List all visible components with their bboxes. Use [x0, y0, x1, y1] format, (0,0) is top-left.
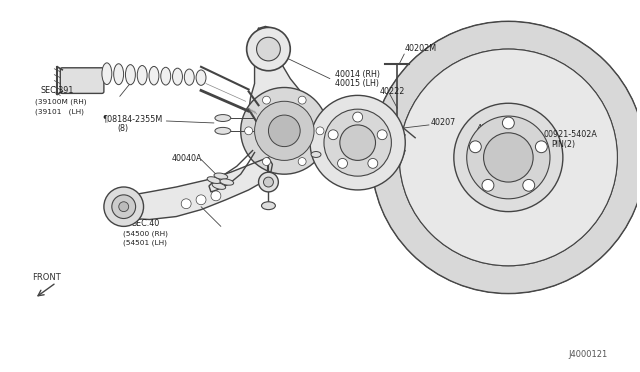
FancyBboxPatch shape [60, 68, 104, 93]
Circle shape [241, 87, 328, 174]
Circle shape [298, 158, 306, 166]
Circle shape [368, 158, 378, 168]
Circle shape [502, 117, 515, 129]
Circle shape [262, 96, 271, 104]
Circle shape [353, 112, 363, 122]
Ellipse shape [212, 183, 226, 189]
Text: (54500 (RH): (54500 (RH) [123, 230, 168, 237]
Text: FRONT: FRONT [32, 273, 61, 282]
Text: 40040A: 40040A [172, 154, 202, 163]
Circle shape [211, 191, 221, 201]
Ellipse shape [220, 179, 234, 185]
Ellipse shape [214, 173, 228, 179]
Circle shape [298, 96, 306, 104]
Text: PIN(2): PIN(2) [551, 140, 575, 149]
Text: ¶08184-2355M: ¶08184-2355M [102, 115, 162, 124]
Circle shape [257, 37, 280, 61]
Text: (54501 (LH): (54501 (LH) [123, 240, 167, 246]
Circle shape [482, 179, 494, 191]
Circle shape [262, 158, 271, 166]
Text: 40222: 40222 [380, 87, 405, 96]
Circle shape [454, 103, 563, 212]
Circle shape [536, 141, 547, 153]
Circle shape [316, 127, 324, 135]
Circle shape [310, 95, 405, 190]
Polygon shape [115, 157, 273, 219]
Ellipse shape [184, 69, 194, 85]
Circle shape [467, 116, 550, 199]
Circle shape [264, 177, 273, 187]
Text: 40015 (LH): 40015 (LH) [335, 79, 379, 88]
Ellipse shape [114, 64, 124, 85]
Ellipse shape [125, 65, 136, 85]
Circle shape [196, 195, 206, 205]
Circle shape [268, 115, 300, 147]
Ellipse shape [102, 63, 112, 84]
Circle shape [119, 202, 129, 212]
Ellipse shape [173, 68, 182, 85]
Circle shape [328, 130, 338, 140]
Wedge shape [372, 22, 640, 294]
Ellipse shape [149, 67, 159, 85]
Circle shape [337, 158, 348, 168]
Text: 40040B: 40040B [326, 139, 356, 148]
Circle shape [112, 195, 136, 218]
Ellipse shape [215, 115, 231, 122]
Text: 40266: 40266 [488, 150, 514, 159]
Circle shape [372, 22, 640, 294]
Circle shape [181, 199, 191, 209]
Text: SEC.40: SEC.40 [132, 219, 160, 228]
Text: 00921-5402A: 00921-5402A [543, 130, 597, 139]
Text: 40262: 40262 [477, 124, 502, 134]
Ellipse shape [196, 70, 206, 85]
Circle shape [255, 101, 314, 160]
Text: 40207: 40207 [431, 118, 456, 128]
Text: (39101   (LH): (39101 (LH) [35, 109, 84, 115]
Circle shape [259, 172, 278, 192]
Text: SEC.391: SEC.391 [40, 86, 74, 95]
Circle shape [104, 187, 143, 227]
Ellipse shape [311, 151, 321, 157]
Text: 40014 (RH): 40014 (RH) [335, 70, 380, 79]
Ellipse shape [137, 65, 147, 85]
Circle shape [244, 127, 253, 135]
Circle shape [399, 49, 618, 266]
Ellipse shape [161, 67, 171, 85]
Circle shape [340, 125, 376, 160]
Circle shape [523, 179, 534, 191]
Text: J4000121: J4000121 [568, 350, 607, 359]
Circle shape [246, 28, 291, 71]
Text: (8): (8) [118, 124, 129, 134]
Ellipse shape [215, 127, 231, 134]
Text: (39100M (RH): (39100M (RH) [35, 98, 87, 105]
Circle shape [484, 133, 533, 182]
Polygon shape [248, 26, 318, 157]
Circle shape [324, 109, 392, 176]
Ellipse shape [207, 177, 221, 183]
Circle shape [377, 130, 387, 140]
Circle shape [469, 141, 481, 153]
Text: 40202M: 40202M [404, 44, 436, 52]
Ellipse shape [262, 202, 275, 210]
